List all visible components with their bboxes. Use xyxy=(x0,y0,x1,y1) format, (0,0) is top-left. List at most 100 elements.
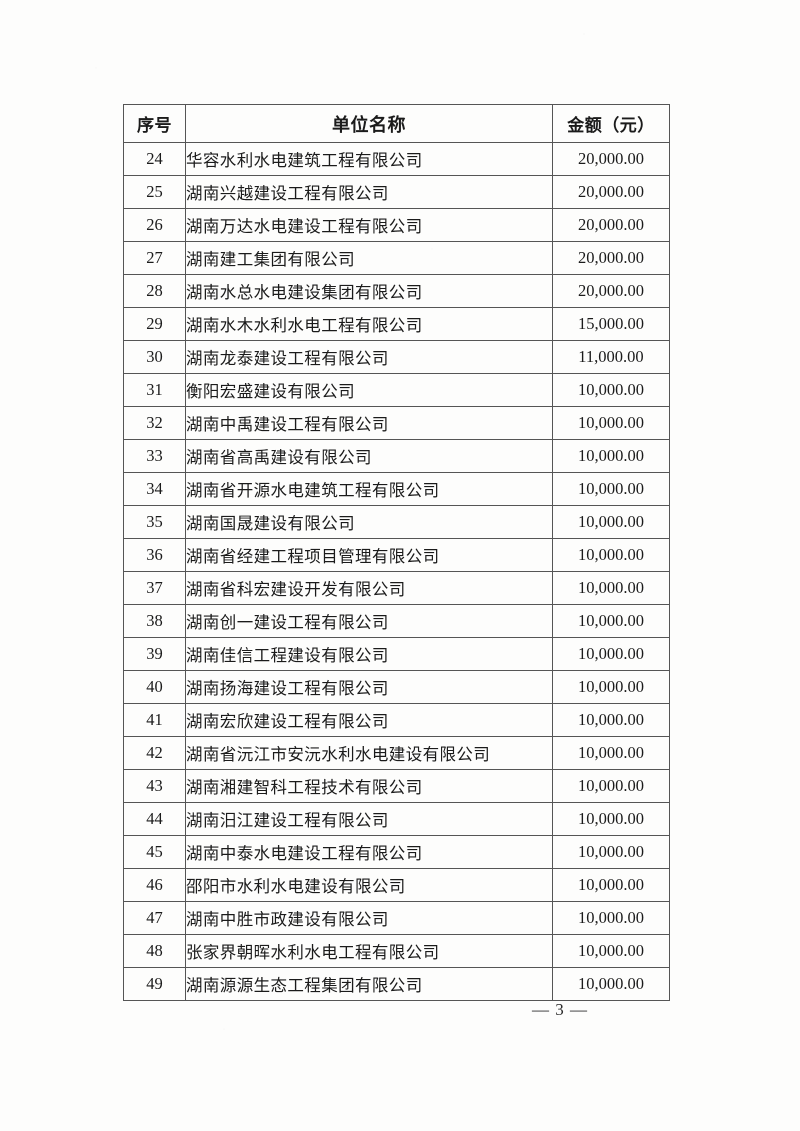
cell-unit-name: 湖南省沅江市安沅水利水电建设有限公司 xyxy=(185,736,553,770)
cell-unit-name: 湖南源源生态工程集团有限公司 xyxy=(185,967,553,1001)
table-row: 43 湖南湘建智科工程技术有限公司 10,000.00 xyxy=(123,769,670,803)
cell-index: 26 xyxy=(123,208,186,242)
table-row: 28 湖南水总水电建设集团有限公司 20,000.00 xyxy=(123,274,670,308)
cell-unit-name: 湖南创一建设工程有限公司 xyxy=(185,604,553,638)
table-row: 47 湖南中胜市政建设有限公司 10,000.00 xyxy=(123,901,670,935)
table-row: 32 湖南中禹建设工程有限公司 10,000.00 xyxy=(123,406,670,440)
cell-unit-name: 华容水利水电建筑工程有限公司 xyxy=(185,142,553,176)
cell-amount: 15,000.00 xyxy=(552,307,670,341)
funding-table-container: 序号 单位名称 金额（元） 24 华容水利水电建筑工程有限公司 20,000.00 2… xyxy=(123,104,670,1001)
cell-amount: 10,000.00 xyxy=(552,934,670,968)
table-header-row: 序号 单位名称 金额（元） xyxy=(123,104,670,143)
table-row: 35 湖南国晟建设有限公司 10,000.00 xyxy=(123,505,670,539)
cell-index: 48 xyxy=(123,934,186,968)
table-row: 49 湖南源源生态工程集团有限公司 10,000.00 xyxy=(123,967,670,1001)
cell-index: 41 xyxy=(123,703,186,737)
cell-unit-name: 湖南兴越建设工程有限公司 xyxy=(185,175,553,209)
table-row: 24 华容水利水电建筑工程有限公司 20,000.00 xyxy=(123,142,670,176)
cell-unit-name: 湖南省科宏建设开发有限公司 xyxy=(185,571,553,605)
cell-index: 34 xyxy=(123,472,186,506)
cell-unit-name: 湖南省高禹建设有限公司 xyxy=(185,439,553,473)
cell-unit-name: 湖南国晟建设有限公司 xyxy=(185,505,553,539)
cell-unit-name: 湖南水总水电建设集团有限公司 xyxy=(185,274,553,308)
cell-index: 49 xyxy=(123,967,186,1001)
table-row: 26 湖南万达水电建设工程有限公司 20,000.00 xyxy=(123,208,670,242)
cell-unit-name: 湖南汨江建设工程有限公司 xyxy=(185,802,553,836)
table-row: 42 湖南省沅江市安沅水利水电建设有限公司 10,000.00 xyxy=(123,736,670,770)
column-header-index: 序号 xyxy=(123,104,186,143)
table-row: 40 湖南扬海建设工程有限公司 10,000.00 xyxy=(123,670,670,704)
cell-amount: 10,000.00 xyxy=(552,472,670,506)
cell-index: 30 xyxy=(123,340,186,374)
cell-unit-name: 张家界朝晖水利水电工程有限公司 xyxy=(185,934,553,968)
table-row: 46 邵阳市水利水电建设有限公司 10,000.00 xyxy=(123,868,670,902)
cell-index: 27 xyxy=(123,241,186,275)
cell-unit-name: 湖南万达水电建设工程有限公司 xyxy=(185,208,553,242)
cell-index: 36 xyxy=(123,538,186,572)
cell-amount: 11,000.00 xyxy=(552,340,670,374)
table-row: 39 湖南佳信工程建设有限公司 10,000.00 xyxy=(123,637,670,671)
column-header-amount: 金额（元） xyxy=(552,104,670,143)
cell-index: 31 xyxy=(123,373,186,407)
cell-amount: 10,000.00 xyxy=(552,406,670,440)
cell-unit-name: 邵阳市水利水电建设有限公司 xyxy=(185,868,553,902)
cell-unit-name: 湖南中泰水电建设工程有限公司 xyxy=(185,835,553,869)
table-row: 31 衡阳宏盛建设有限公司 10,000.00 xyxy=(123,373,670,407)
table-row: 36 湖南省经建工程项目管理有限公司 10,000.00 xyxy=(123,538,670,572)
cell-index: 38 xyxy=(123,604,186,638)
cell-unit-name: 湖南扬海建设工程有限公司 xyxy=(185,670,553,704)
column-header-name: 单位名称 xyxy=(185,104,553,143)
cell-amount: 10,000.00 xyxy=(552,637,670,671)
cell-amount: 10,000.00 xyxy=(552,538,670,572)
cell-unit-name: 湖南佳信工程建设有限公司 xyxy=(185,637,553,671)
cell-amount: 10,000.00 xyxy=(552,835,670,869)
cell-unit-name: 湖南龙泰建设工程有限公司 xyxy=(185,340,553,374)
cell-amount: 10,000.00 xyxy=(552,736,670,770)
table-row: 27 湖南建工集团有限公司 20,000.00 xyxy=(123,241,670,275)
cell-amount: 10,000.00 xyxy=(552,604,670,638)
cell-index: 32 xyxy=(123,406,186,440)
funding-table: 序号 单位名称 金额（元） 24 华容水利水电建筑工程有限公司 20,000.00 2… xyxy=(123,104,670,1001)
cell-unit-name: 湖南省开源水电建筑工程有限公司 xyxy=(185,472,553,506)
cell-index: 39 xyxy=(123,637,186,671)
cell-amount: 20,000.00 xyxy=(552,274,670,308)
cell-unit-name: 湖南湘建智科工程技术有限公司 xyxy=(185,769,553,803)
cell-index: 37 xyxy=(123,571,186,605)
cell-unit-name: 湖南建工集团有限公司 xyxy=(185,241,553,275)
cell-amount: 10,000.00 xyxy=(552,571,670,605)
cell-amount: 10,000.00 xyxy=(552,439,670,473)
cell-amount: 10,000.00 xyxy=(552,802,670,836)
cell-index: 42 xyxy=(123,736,186,770)
cell-amount: 10,000.00 xyxy=(552,868,670,902)
table-row: 33 湖南省高禹建设有限公司 10,000.00 xyxy=(123,439,670,473)
cell-index: 28 xyxy=(123,274,186,308)
cell-amount: 20,000.00 xyxy=(552,175,670,209)
cell-index: 29 xyxy=(123,307,186,341)
cell-index: 45 xyxy=(123,835,186,869)
cell-index: 40 xyxy=(123,670,186,704)
cell-amount: 10,000.00 xyxy=(552,769,670,803)
table-row: 44 湖南汨江建设工程有限公司 10,000.00 xyxy=(123,802,670,836)
table-row: 45 湖南中泰水电建设工程有限公司 10,000.00 xyxy=(123,835,670,869)
table-row: 41 湖南宏欣建设工程有限公司 10,000.00 xyxy=(123,703,670,737)
cell-amount: 20,000.00 xyxy=(552,142,670,176)
cell-index: 47 xyxy=(123,901,186,935)
table-row: 25 湖南兴越建设工程有限公司 20,000.00 xyxy=(123,175,670,209)
cell-unit-name: 湖南中胜市政建设有限公司 xyxy=(185,901,553,935)
table-header: 序号 单位名称 金额（元） xyxy=(123,104,670,143)
table-row: 34 湖南省开源水电建筑工程有限公司 10,000.00 xyxy=(123,472,670,506)
cell-unit-name: 湖南中禹建设工程有限公司 xyxy=(185,406,553,440)
table-row: 48 张家界朝晖水利水电工程有限公司 10,000.00 xyxy=(123,934,670,968)
table-row: 37 湖南省科宏建设开发有限公司 10,000.00 xyxy=(123,571,670,605)
cell-index: 24 xyxy=(123,142,186,176)
table-row: 38 湖南创一建设工程有限公司 10,000.00 xyxy=(123,604,670,638)
cell-amount: 10,000.00 xyxy=(552,967,670,1001)
cell-amount: 10,000.00 xyxy=(552,373,670,407)
cell-amount: 20,000.00 xyxy=(552,208,670,242)
cell-index: 25 xyxy=(123,175,186,209)
table-row: 30 湖南龙泰建设工程有限公司 11,000.00 xyxy=(123,340,670,374)
table-row: 29 湖南水木水利水电工程有限公司 15,000.00 xyxy=(123,307,670,341)
cell-amount: 10,000.00 xyxy=(552,901,670,935)
table-body: 24 华容水利水电建筑工程有限公司 20,000.00 25 湖南兴越建设工程有限公司 2… xyxy=(123,142,670,1001)
